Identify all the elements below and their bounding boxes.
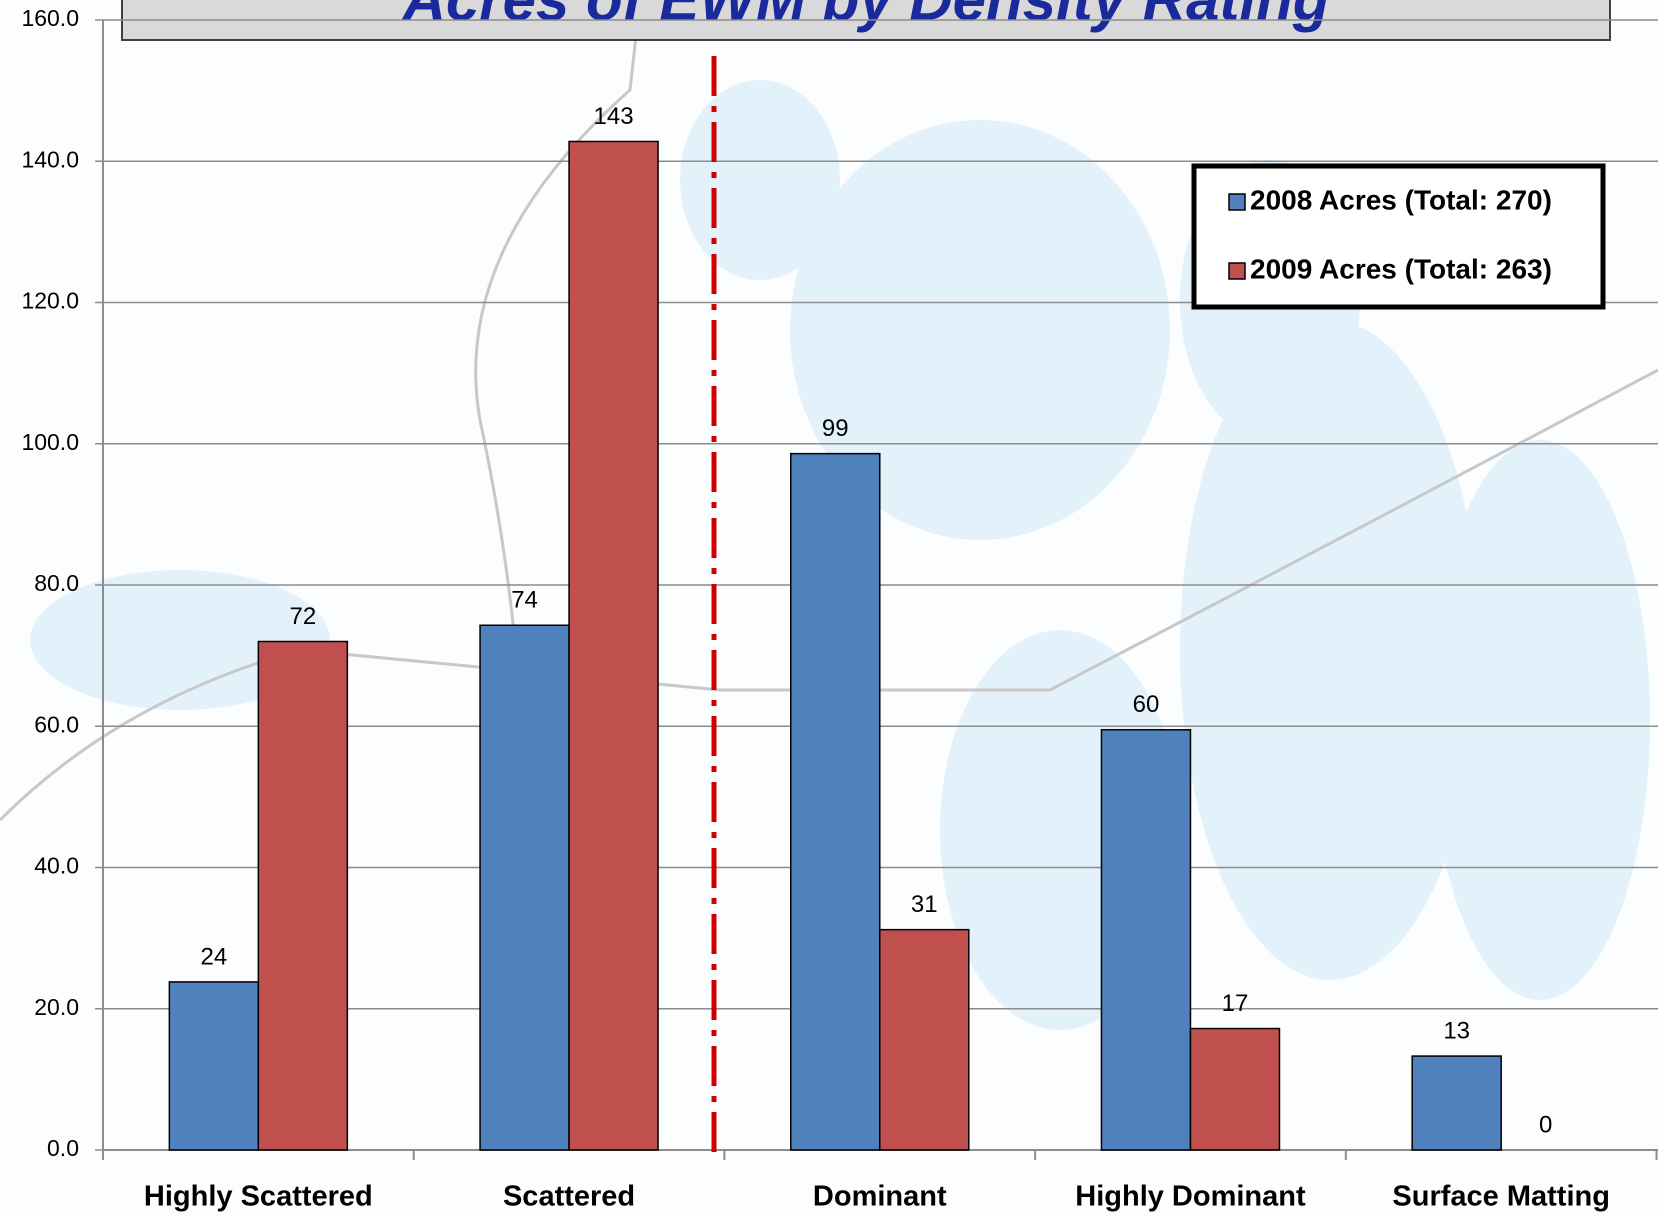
y-tick-label: 80.0 [34,570,79,596]
bar [790,452,881,1151]
y-tick-label: 160.0 [21,5,79,31]
x-tick-label: Dominant [813,1181,947,1213]
y-tick-label: 120.0 [21,288,79,314]
y-tick-label: 140.0 [21,146,79,172]
value-label: 143 [594,103,634,130]
bar [1411,1055,1502,1151]
bar [568,140,659,1151]
value-label: 31 [911,891,938,918]
value-label: 13 [1443,1017,1470,1044]
chart-title: Acres of EWM by Density Rating [401,0,1330,33]
bar [1189,1027,1281,1151]
bar [168,981,260,1151]
legend-label: 2009 Acres (Total: 263) [1250,253,1552,284]
value-label: 99 [822,415,849,442]
value-label: 17 [1222,990,1249,1017]
x-tick-label: Highly Scattered [144,1181,373,1213]
bar [1100,729,1192,1151]
x-tick-label: Highly Dominant [1075,1181,1306,1213]
legend: 2008 Acres (Total: 270) 2009 Acres (Total… [1191,163,1606,310]
x-tick-label: Scattered [503,1181,635,1213]
y-tick-label: 0.0 [47,1135,79,1161]
y-tick-label: 40.0 [34,853,79,879]
value-label: 74 [511,587,538,614]
legend-box [1191,163,1606,310]
x-tick-label: Surface Matting [1392,1181,1610,1213]
value-label: 72 [290,603,317,630]
value-label: 60 [1133,691,1160,718]
value-label: 24 [201,943,228,970]
legend-swatch [1228,193,1246,211]
legend-swatch [1228,262,1246,280]
y-tick-label: 60.0 [34,711,79,737]
map-roads [0,0,1658,822]
bar [479,624,570,1151]
bar [879,928,970,1151]
y-tick-label: 100.0 [21,429,79,455]
legend-label: 2008 Acres (Total: 270) [1250,184,1552,215]
y-tick-label: 20.0 [34,994,79,1020]
value-label: 0 [1539,1111,1552,1138]
bar [257,640,349,1151]
